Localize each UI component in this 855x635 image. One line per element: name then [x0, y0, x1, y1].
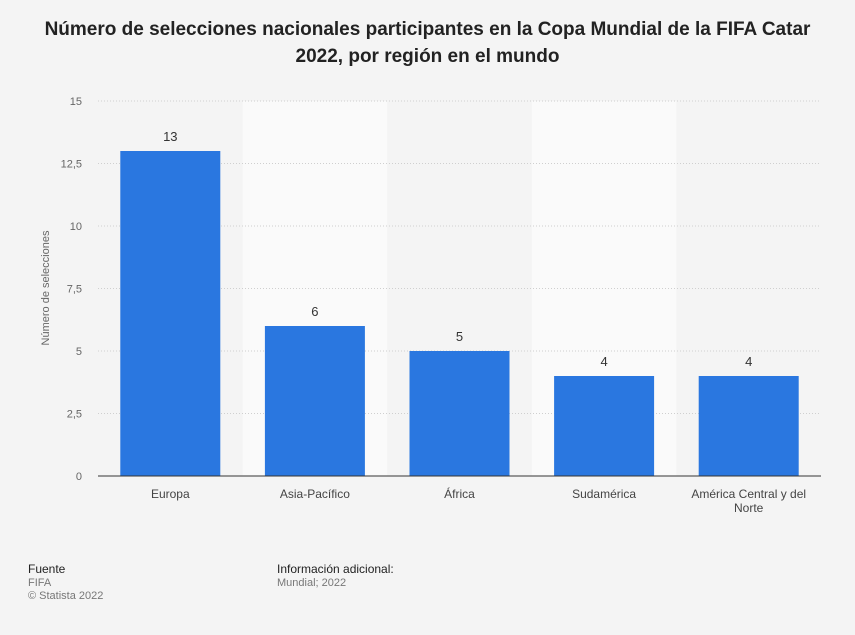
- data-labels: 13 6 5 4 4: [163, 129, 752, 369]
- bar-chart: 0 2,5 5 7,5 10 12,5 15 13 6 5 4 4 Europa Asia-Pacíf…: [61, 96, 821, 515]
- y-tick-label: 0: [76, 471, 82, 483]
- copyright-line: © Statista 2022: [28, 590, 104, 602]
- x-tick-label: África: [444, 486, 475, 501]
- source-block: Fuente FIFA © Statista 2022: [28, 562, 103, 603]
- x-tick-label: Europa: [151, 487, 190, 501]
- y-tick-label: 5: [76, 346, 82, 358]
- x-tick-label: Sudamérica: [572, 487, 636, 501]
- bar: [264, 326, 365, 476]
- additional-info-block: Información adicional: Mundial; 2022: [277, 562, 394, 590]
- x-tick-label: América Central y del Norte: [691, 487, 806, 515]
- bars: [120, 151, 799, 476]
- source-line: FIFA: [28, 577, 52, 589]
- y-axis-ticks: 0 2,5 5 7,5 10 12,5 15: [61, 96, 82, 483]
- data-label: 4: [600, 354, 607, 369]
- y-tick-label: 15: [70, 96, 82, 108]
- data-label: 13: [163, 129, 177, 144]
- x-axis-ticks: Europa Asia-Pacífico África Sudamérica Améri…: [151, 486, 806, 515]
- additional-info-line: Mundial; 2022: [277, 577, 347, 589]
- y-axis-label: Número de selecciones: [40, 230, 52, 346]
- chart-title: Número de selecciones nacionales partici…: [44, 19, 811, 67]
- bar: [698, 376, 799, 476]
- bar: [409, 351, 510, 476]
- x-tick-label: Asia-Pacífico: [280, 487, 350, 501]
- y-tick-label: 7,5: [67, 284, 82, 296]
- bar: [120, 151, 221, 476]
- data-label: 4: [745, 354, 752, 369]
- y-tick-label: 2,5: [67, 409, 82, 421]
- additional-info-heading: Información adicional:: [277, 562, 394, 576]
- data-label: 6: [311, 304, 318, 319]
- bar: [554, 376, 655, 476]
- y-tick-label: 10: [70, 221, 82, 233]
- source-heading: Fuente: [28, 562, 66, 576]
- y-tick-label: 12,5: [61, 159, 82, 171]
- data-label: 5: [456, 329, 463, 344]
